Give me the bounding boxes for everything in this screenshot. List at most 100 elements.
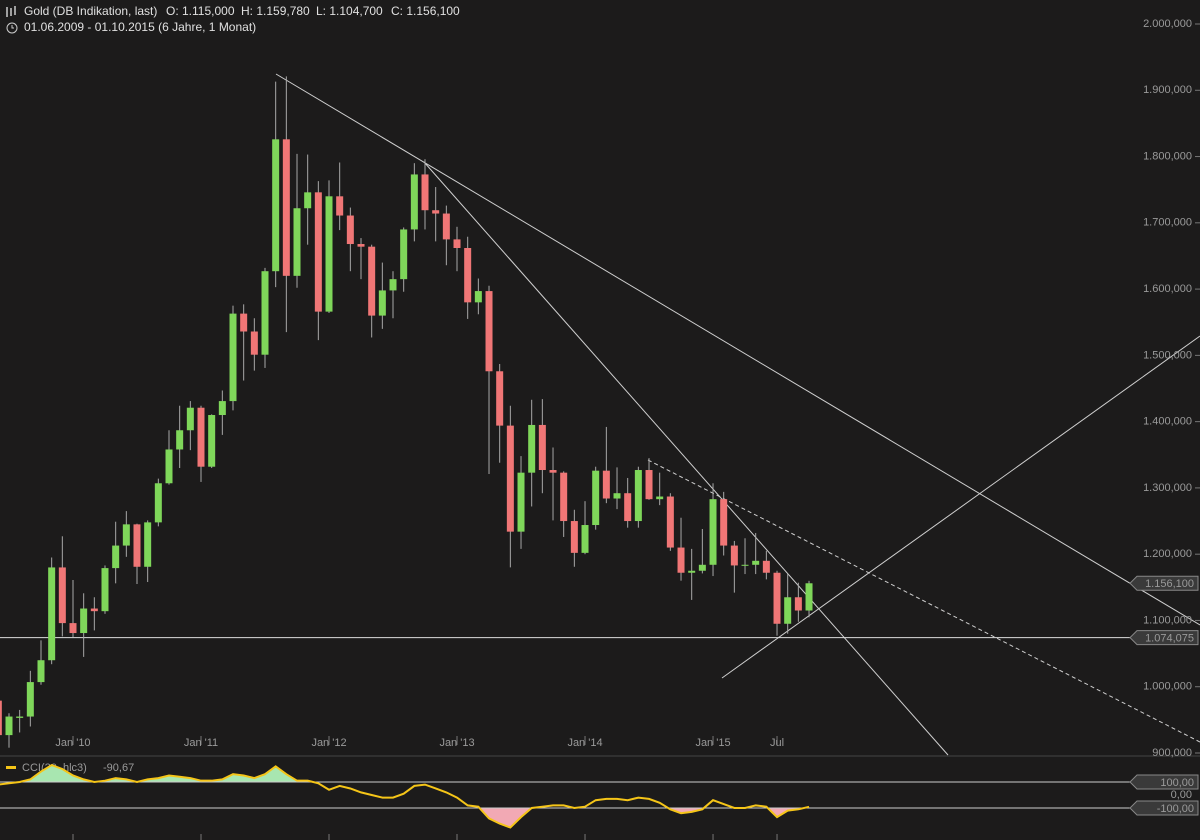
y-tick-label: 1.800,000 [1143, 150, 1192, 162]
cci-oversold-area [0, 808, 810, 828]
candle-body [314, 192, 322, 312]
cci-tick-label: 100,00 [1160, 777, 1194, 789]
candle-body [133, 524, 141, 567]
candle-body [37, 660, 45, 683]
candle-body [176, 430, 184, 450]
candle-body [432, 210, 440, 214]
candle-body [805, 583, 813, 611]
candle-body [720, 499, 728, 546]
y-tick-label: 1.000,000 [1143, 681, 1192, 693]
y-tick-label: 1.300,000 [1143, 482, 1192, 494]
x-tick-label: Jan '13 [439, 737, 474, 749]
x-tick-label: Jan '14 [567, 737, 602, 749]
candle-body [229, 313, 237, 402]
candle-body [485, 291, 493, 372]
y-tick-label: 900,000 [1152, 747, 1192, 759]
date-range: 01.06.2009 - 01.10.2015 (6 Jahre, 1 Mona… [24, 20, 256, 34]
legend-swatch [6, 766, 16, 769]
candle-body [58, 567, 66, 624]
y-tick-label: 1.100,000 [1143, 614, 1192, 626]
candle-body [688, 570, 696, 573]
candle-body [645, 470, 653, 500]
candle-body [453, 239, 461, 249]
candle-body [0, 700, 2, 736]
candle-body [112, 545, 120, 569]
candle-body [154, 483, 162, 523]
cci-tick-label: -100,00 [1157, 803, 1194, 815]
candle-body [560, 472, 568, 522]
y-tick-label: 2.000,000 [1143, 18, 1192, 30]
candle-body [709, 499, 717, 565]
open-value: O: 1.115,000 [166, 4, 235, 18]
candle-body [634, 470, 642, 522]
candle-body [506, 425, 514, 532]
x-tick-label: Jan '10 [55, 737, 90, 749]
candle-body [16, 716, 24, 718]
cci-line [0, 763, 810, 829]
candle-body [602, 470, 610, 499]
candle-body [368, 246, 376, 316]
candle-body [474, 291, 482, 303]
candle-body [90, 608, 98, 612]
cci-tick-label-box [1129, 774, 1199, 790]
x-tick-label: Jan '11 [184, 737, 218, 749]
candle-body [378, 290, 386, 316]
candle-body [336, 196, 344, 216]
candle-body [773, 572, 781, 624]
candle-body [442, 213, 450, 240]
y-tick-label: 1.700,000 [1143, 217, 1192, 229]
y-tick-label: 1.900,000 [1143, 84, 1192, 96]
candle-body [592, 470, 600, 526]
y-tick-label: 1.500,000 [1143, 349, 1192, 361]
price-label: 1.074,075 [1145, 633, 1194, 645]
candle-body [570, 521, 578, 553]
candle-body [186, 407, 194, 431]
candle-body [677, 547, 685, 573]
price-label: 1.156,100 [1145, 578, 1194, 590]
candle-body [400, 229, 408, 280]
cci-overbought-area [0, 765, 810, 782]
candle-body [122, 524, 130, 546]
candle-body [666, 496, 674, 548]
candle-body [421, 174, 429, 211]
header-icons [6, 6, 18, 34]
candle-body [752, 560, 760, 565]
candle-body [698, 564, 706, 571]
candle-body [197, 407, 205, 467]
y-tick-label: 1.400,000 [1143, 416, 1192, 428]
candle-body [261, 271, 269, 355]
legend-value: -90,67 [103, 762, 134, 774]
candle-body [528, 424, 536, 473]
candle-body [389, 279, 397, 291]
candle-body [80, 608, 88, 634]
x-tick-label: Jan '15 [695, 737, 730, 749]
close-value: C: 1.156,100 [391, 4, 460, 18]
candle-body [48, 567, 56, 661]
candle-body [464, 248, 472, 303]
x-tick-label: Jul [770, 737, 784, 749]
low-value: L: 1.104,700 [316, 4, 383, 18]
price-label-box [1129, 575, 1199, 591]
candle-body [165, 449, 173, 484]
candle-body [26, 682, 34, 717]
candle-body [656, 496, 664, 500]
candle-body [762, 560, 770, 573]
candle-body [101, 568, 109, 612]
instrument-title: Gold (DB Indikation, last) [24, 4, 157, 18]
candle-body [613, 493, 621, 499]
candle-body [496, 371, 504, 426]
candle-body [293, 208, 301, 276]
y-tick-label: 1.600,000 [1143, 283, 1192, 295]
x-tick-label: Jan '12 [311, 737, 346, 749]
candle-body [250, 331, 258, 355]
trend-lines [275, 73, 1200, 756]
candle-body [240, 313, 248, 332]
candle-body [282, 139, 290, 276]
candle-body [357, 244, 365, 247]
candle-body [272, 139, 280, 272]
candle-body [741, 564, 749, 566]
candle-body [410, 174, 418, 230]
candle-body [784, 597, 792, 624]
candle-body [69, 623, 77, 634]
candle-body [624, 493, 632, 522]
